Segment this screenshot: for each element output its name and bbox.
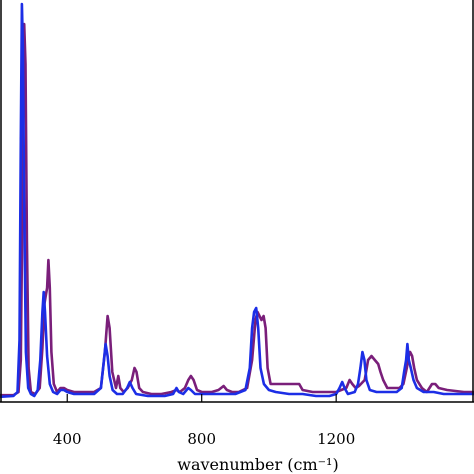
- series-line-1: [0, 22, 474, 397]
- x-ticks: 400 800 1200: [53, 394, 355, 448]
- x-axis-label: wavenumber (cm⁻¹): [177, 455, 338, 474]
- series-lines: [0, 2, 474, 399]
- series-line-2: [0, 2, 474, 399]
- x-tick-label: 1200: [317, 430, 355, 448]
- axes: [0, 0, 474, 403]
- x-tick-label: 800: [187, 430, 216, 448]
- x-tick-label: 400: [53, 430, 82, 448]
